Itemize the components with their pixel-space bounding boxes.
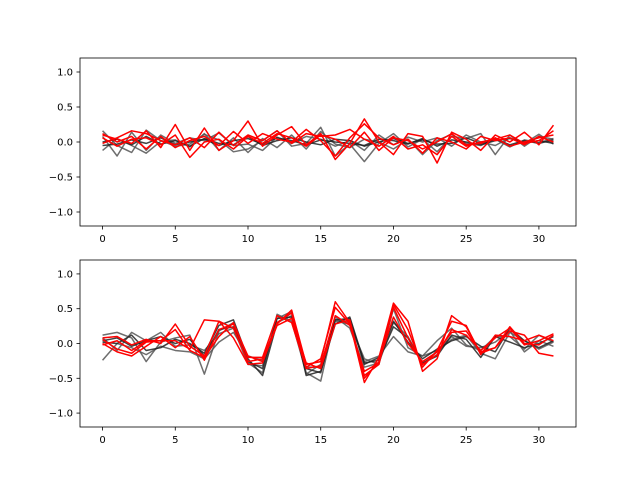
x-tick-label: 10: [242, 234, 255, 245]
y-tick-label: −1.0: [49, 409, 73, 420]
series-group: [101, 301, 554, 384]
x-tick-label: 25: [460, 234, 473, 245]
series-line-6: [102, 303, 554, 377]
bottom-subplot: 0 5 10 15 20 25 30 −1.0 −0.5 0.0 0.5 1.0: [49, 259, 577, 446]
x-tick-label: 25: [460, 435, 473, 446]
y-tick-label: 0.5: [57, 304, 73, 315]
x-tick-label: 30: [533, 234, 546, 245]
y-tick-label: −0.5: [49, 374, 73, 385]
series-line-5: [102, 118, 555, 164]
series-line-8: [102, 316, 554, 380]
y-tick-label: 0.5: [57, 103, 73, 114]
series-line-6: [102, 128, 554, 156]
series-line-7: [102, 123, 554, 157]
x-tick-label: 5: [172, 435, 178, 446]
x-tick-label: 5: [172, 234, 178, 245]
x-tick-label: 30: [533, 435, 546, 446]
x-tick-label: 0: [99, 234, 105, 245]
x-tick-label: 10: [242, 435, 255, 446]
top-subplot: 0 5 10 15 20 25 30 −1.0 −0.5 0.0 0.5 1.0: [49, 57, 577, 245]
x-tick-label: 15: [314, 435, 327, 446]
y-tick-label: 1.0: [57, 269, 73, 280]
x-tick-label: 20: [387, 435, 400, 446]
series-line-8: [102, 131, 554, 159]
x-tick-label: 20: [387, 234, 400, 245]
series-group: [101, 118, 555, 164]
y-tick-label: −0.5: [49, 173, 73, 184]
y-tick-label: −1.0: [49, 208, 73, 219]
y-tick-label: 0.0: [57, 138, 73, 149]
x-tick-label: 0: [99, 435, 105, 446]
y-tick-label: 0.0: [57, 339, 73, 350]
y-tick-label: 1.0: [57, 68, 73, 79]
x-tick-label: 15: [314, 234, 327, 245]
